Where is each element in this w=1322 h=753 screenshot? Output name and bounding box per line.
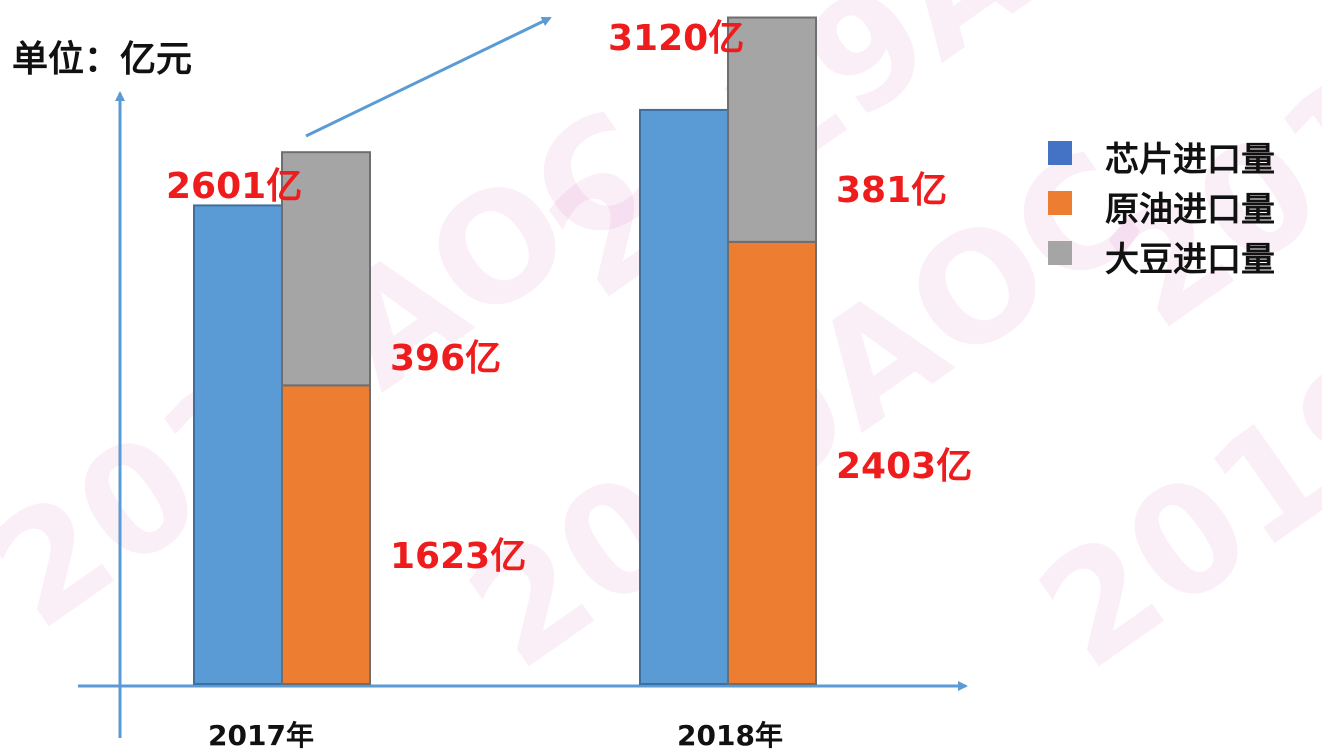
bar-soy (727, 16, 817, 243)
legend-label: 原油进口量 (1105, 190, 1275, 230)
x-tick-label: 2017年 (208, 719, 314, 752)
data-label-chip: 3120亿 (608, 18, 744, 59)
data-label-oil: 1623亿 (390, 536, 526, 577)
unit-label: 单位：亿元 (12, 39, 193, 80)
bar-oil (727, 240, 817, 686)
x-tick-label: 2018年 (677, 719, 783, 752)
bar-chip (193, 204, 283, 686)
data-label-oil: 2403亿 (836, 446, 972, 487)
growth-arrow (305, 16, 552, 138)
legend-label: 大豆进口量 (1105, 240, 1275, 280)
data-label-chip: 2601亿 (166, 166, 302, 207)
legend-swatch-icon (1048, 241, 1072, 265)
data-label-soy: 396亿 (390, 338, 501, 379)
bar-oil (281, 384, 371, 685)
legend-label: 芯片进口量 (1105, 140, 1275, 180)
data-label-soy: 381亿 (836, 170, 947, 211)
bar-chip (639, 108, 729, 686)
legend-swatch-icon (1048, 141, 1072, 165)
bar-soy (281, 151, 371, 387)
legend-swatch-icon (1048, 191, 1072, 215)
